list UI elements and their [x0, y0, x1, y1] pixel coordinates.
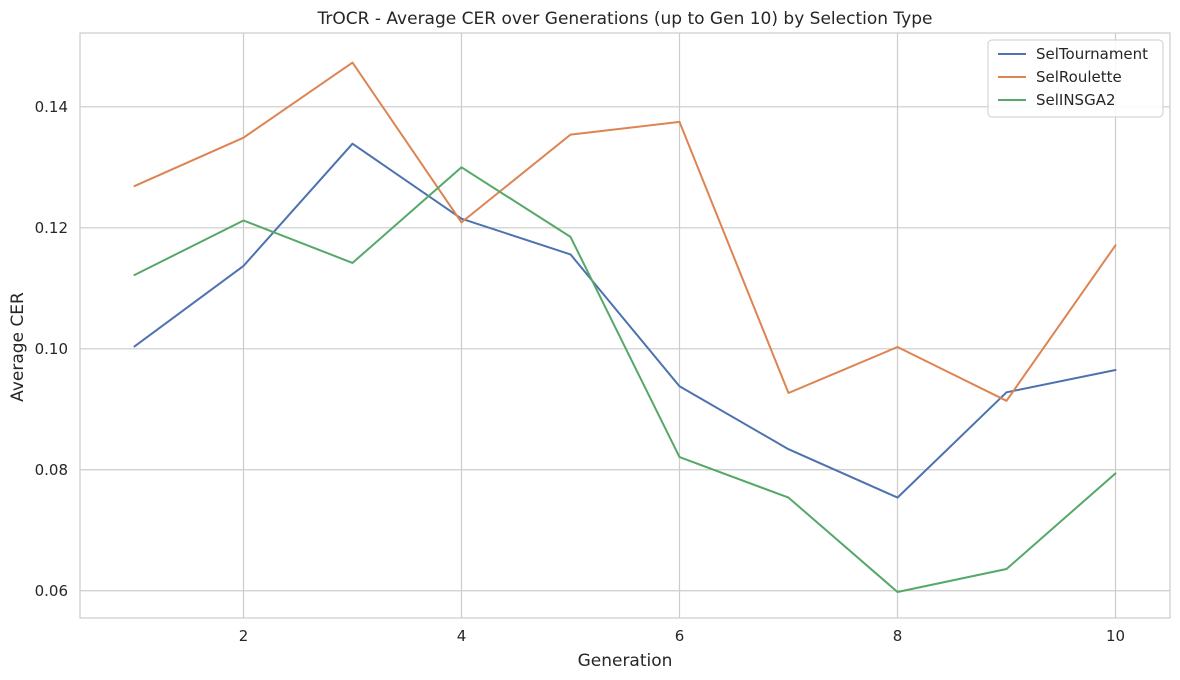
y-tick-label: 0.12: [35, 219, 68, 237]
series-line-selroulette: [133, 61, 1117, 402]
y-tick-label: 0.10: [35, 340, 68, 358]
legend-label: SelRoulette: [1036, 68, 1122, 86]
y-axis-label: Average CER: [8, 292, 28, 402]
tick-labels: 2 4 6 8 10 0.06 0.08 0.10 0.12 0.14: [35, 98, 1125, 645]
legend-label: SelINSGA2: [1036, 91, 1116, 109]
series-line-seltournament: [133, 142, 1117, 499]
x-tick-label: 10: [1106, 627, 1125, 645]
legend-label: SelTournament: [1036, 45, 1148, 63]
y-tick-label: 0.14: [35, 98, 68, 116]
x-tick-label: 2: [239, 627, 249, 645]
x-tick-label: 8: [893, 627, 903, 645]
legend-box: [987, 39, 1164, 118]
series-line-selinsga2: [133, 166, 1117, 593]
y-tick-label: 0.08: [35, 461, 68, 479]
x-tick-label: 4: [457, 627, 467, 645]
series-layer: [133, 61, 1117, 593]
plot-frame: [79, 32, 1171, 619]
y-tick-label: 0.06: [35, 582, 68, 600]
x-tick-label: 6: [675, 627, 685, 645]
chart-title: TrOCR - Average CER over Generations (up…: [317, 9, 933, 29]
legend: SelTournament SelRoulette SelINSGA2: [987, 39, 1164, 118]
x-axis-label: Generation: [578, 651, 673, 671]
